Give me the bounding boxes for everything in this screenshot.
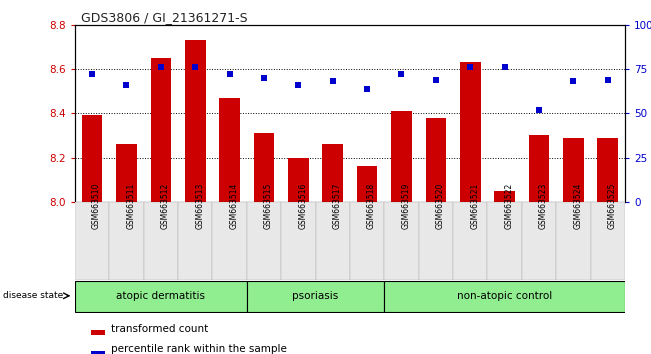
Text: GSM663514: GSM663514 — [230, 182, 238, 229]
Point — [534, 107, 544, 113]
Text: GSM663511: GSM663511 — [126, 183, 135, 229]
Bar — [419, 202, 453, 280]
Bar — [212, 202, 247, 280]
Text: percentile rank within the sample: percentile rank within the sample — [111, 344, 286, 354]
Point — [603, 77, 613, 82]
Text: transformed count: transformed count — [111, 324, 208, 334]
Point — [465, 64, 475, 70]
Text: GSM663524: GSM663524 — [574, 182, 583, 229]
Point — [156, 64, 166, 70]
Bar — [316, 202, 350, 280]
Text: GSM663522: GSM663522 — [505, 183, 514, 229]
Bar — [563, 138, 584, 202]
Bar — [488, 202, 522, 280]
Bar — [494, 191, 515, 202]
Point — [87, 72, 97, 77]
Point — [568, 79, 579, 84]
Text: non-atopic control: non-atopic control — [457, 291, 552, 301]
Bar — [598, 138, 618, 202]
Bar — [322, 144, 343, 202]
Point — [190, 64, 201, 70]
Point — [431, 77, 441, 82]
Bar — [219, 98, 240, 202]
Point — [225, 72, 235, 77]
Bar — [109, 202, 144, 280]
Bar — [453, 202, 488, 280]
Text: GSM663518: GSM663518 — [367, 183, 376, 229]
Bar — [460, 62, 480, 202]
Bar — [391, 111, 412, 202]
Text: psoriasis: psoriasis — [292, 291, 339, 301]
Text: GSM663510: GSM663510 — [92, 182, 101, 229]
Bar — [178, 202, 212, 280]
Point — [121, 82, 132, 88]
Point — [362, 86, 372, 91]
Text: GSM663513: GSM663513 — [195, 182, 204, 229]
Text: GSM663519: GSM663519 — [402, 182, 411, 229]
Bar — [357, 166, 378, 202]
Bar — [82, 115, 102, 202]
Text: GDS3806 / GI_21361271-S: GDS3806 / GI_21361271-S — [81, 11, 248, 24]
Bar — [350, 202, 384, 280]
Text: GSM663520: GSM663520 — [436, 182, 445, 229]
Text: GSM663516: GSM663516 — [298, 182, 307, 229]
Bar — [247, 202, 281, 280]
Bar — [590, 202, 625, 280]
Bar — [144, 202, 178, 280]
Bar — [185, 40, 206, 202]
Point — [396, 72, 407, 77]
Text: disease state: disease state — [3, 291, 64, 300]
Bar — [426, 118, 446, 202]
Point — [327, 79, 338, 84]
Bar — [247, 281, 384, 312]
Text: GSM663521: GSM663521 — [470, 183, 479, 229]
Bar — [254, 133, 274, 202]
Text: GSM663512: GSM663512 — [161, 183, 170, 229]
Text: GSM663525: GSM663525 — [608, 182, 616, 229]
Bar — [556, 202, 590, 280]
Text: atopic dermatitis: atopic dermatitis — [117, 291, 205, 301]
Bar — [288, 158, 309, 202]
Bar — [75, 202, 109, 280]
Point — [499, 64, 510, 70]
Bar — [281, 202, 316, 280]
Bar — [150, 58, 171, 202]
Bar — [91, 330, 105, 335]
Text: GSM663517: GSM663517 — [333, 182, 342, 229]
Bar — [384, 202, 419, 280]
Bar — [75, 281, 247, 312]
Bar — [91, 351, 105, 354]
Point — [258, 75, 269, 81]
Bar — [522, 202, 556, 280]
Bar — [529, 135, 549, 202]
Text: GSM663515: GSM663515 — [264, 182, 273, 229]
Text: GSM663523: GSM663523 — [539, 182, 548, 229]
Bar — [116, 144, 137, 202]
Bar — [384, 281, 625, 312]
Point — [293, 82, 303, 88]
